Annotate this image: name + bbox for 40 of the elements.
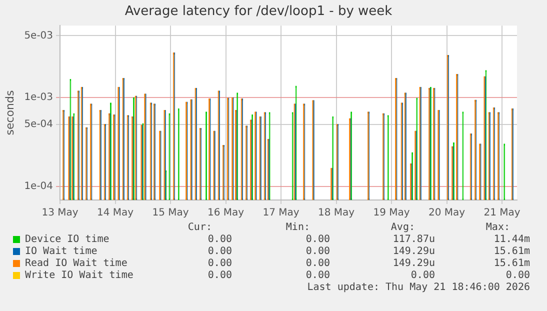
y-tick-label: 5e-04 (24, 118, 54, 130)
y-tick-label: 1e-03 (24, 92, 54, 104)
text: Avg: (390, 222, 415, 233)
text: 149.29u (392, 246, 435, 257)
chart-title: Average latency for /dev/loop1 - by week (124, 4, 393, 20)
text: 0.00 (206, 270, 232, 281)
text: 15.61m (492, 258, 530, 269)
y-tick-label: 5e-03 (24, 30, 54, 42)
text: 0.00 (206, 258, 232, 269)
text: Min: (284, 222, 310, 233)
text: Cur: (186, 222, 212, 233)
legend-label: IO Wait time (25, 246, 98, 257)
x-tick-label: 18 May (318, 208, 355, 219)
text: 0.00 (206, 246, 232, 257)
text: 117.87u (392, 234, 435, 245)
text: 11.44m (492, 234, 530, 245)
text: 0.00 (410, 270, 435, 281)
x-tick-label: 13 May (42, 208, 78, 219)
text: 0.00 (304, 234, 330, 245)
text: 0.00 (304, 258, 330, 269)
x-tick-label: 17 May (262, 208, 300, 219)
y-tick-label: 1e-04 (24, 180, 54, 192)
text: 0.00 (304, 270, 330, 281)
text: 0.00 (304, 246, 330, 257)
text: 0.00 (504, 270, 530, 281)
text: 149.29u (392, 258, 435, 269)
text: Last update: Thu May 21 18:46:00 2026 (306, 282, 530, 293)
x-tick-label: 15 May (152, 208, 189, 219)
text: Max: (484, 222, 510, 233)
text: 15.61m (492, 246, 530, 257)
x-tick-label: 14 May (97, 208, 134, 219)
legend-label: Device IO time (25, 234, 110, 245)
text: 0.00 (206, 234, 232, 245)
legend-label: Write IO Wait time (25, 270, 134, 281)
x-tick-label: 19 May (373, 208, 410, 219)
x-tick-label: 20 May (428, 208, 466, 219)
x-tick-label: 21 May (484, 208, 520, 219)
x-tick-label: 16 May (208, 208, 244, 219)
y-axis-title: seconds (3, 90, 16, 136)
legend-label: Read IO Wait time (25, 258, 128, 269)
